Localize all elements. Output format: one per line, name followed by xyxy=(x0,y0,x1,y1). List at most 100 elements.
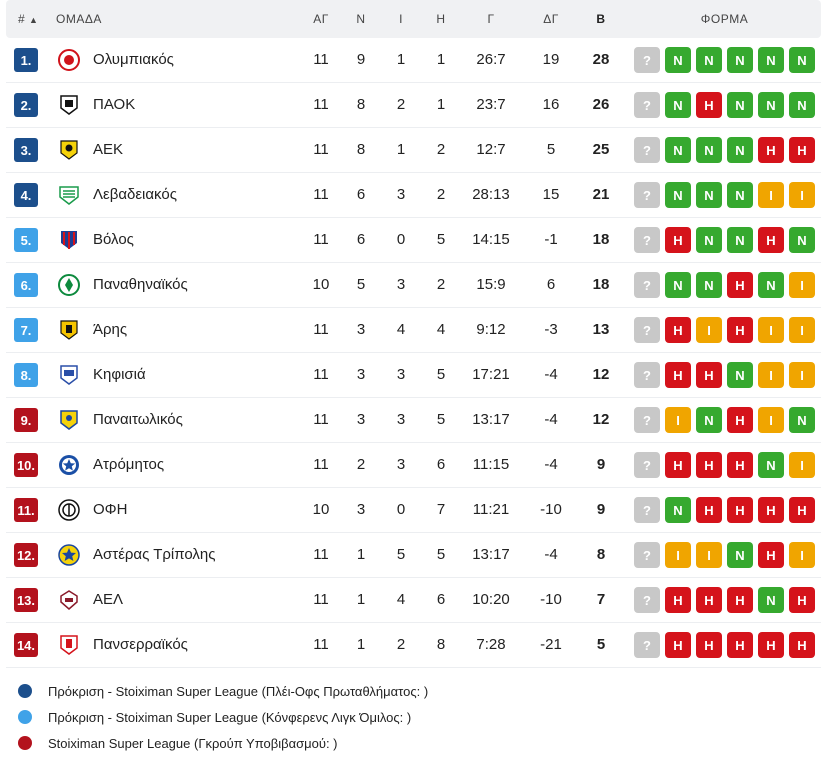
table-row[interactable]: 2. ΠΑΟΚ 11 8 2 1 23:7 16 26? Ν Η Ν Ν Ν xyxy=(6,83,821,128)
form-badge[interactable]: ? xyxy=(634,587,660,613)
team-name[interactable]: ΠΑΟΚ xyxy=(93,96,136,113)
team-name[interactable]: Κηφισιά xyxy=(93,366,146,383)
form-badge[interactable]: Ι xyxy=(696,317,722,343)
form-badge[interactable]: Η xyxy=(758,497,784,523)
table-row[interactable]: 11. ΟΦΗ 10 3 0 7 11:21 -10 9? Ν Η Η Η Η xyxy=(6,488,821,533)
form-badge[interactable]: Η xyxy=(727,317,753,343)
form-badge[interactable]: ? xyxy=(634,407,660,433)
form-badge[interactable]: Η xyxy=(789,587,815,613)
form-badge[interactable]: ? xyxy=(634,362,660,388)
form-badge[interactable]: Ν xyxy=(727,182,753,208)
form-badge[interactable]: Η xyxy=(696,362,722,388)
table-row[interactable]: 14. Πανσερραϊκός 11 1 2 8 7:28 -21 5? Η Η Η Η Η xyxy=(6,623,821,668)
form-badge[interactable]: Ν xyxy=(665,137,691,163)
form-badge[interactable]: Ν xyxy=(665,92,691,118)
form-badge[interactable]: Ν xyxy=(727,542,753,568)
header-points[interactable]: Β xyxy=(596,12,606,26)
form-badge[interactable]: Ι xyxy=(758,317,784,343)
form-badge[interactable]: Η xyxy=(727,452,753,478)
form-badge[interactable]: Ι xyxy=(665,407,691,433)
form-badge[interactable]: Ι xyxy=(789,452,815,478)
team-name[interactable]: ΑΕΚ xyxy=(93,141,124,158)
form-badge[interactable]: Ν xyxy=(665,47,691,73)
form-badge[interactable]: Ι xyxy=(789,542,815,568)
table-row[interactable]: 7. Άρης 11 3 4 4 9:12 -3 13? Η Ι Η Ι Ι xyxy=(6,308,821,353)
form-badge[interactable]: Η xyxy=(696,92,722,118)
form-badge[interactable]: Ν xyxy=(665,182,691,208)
form-badge[interactable]: Η xyxy=(789,497,815,523)
header-rank[interactable]: # ▲ xyxy=(18,12,39,26)
form-badge[interactable]: Η xyxy=(758,632,784,658)
table-row[interactable]: 8. Κηφισιά 11 3 3 5 17:21 -4 12? Η Η Ν Ι Ι xyxy=(6,353,821,398)
form-badge[interactable]: Η xyxy=(789,632,815,658)
form-badge[interactable]: Ν xyxy=(665,272,691,298)
form-badge[interactable]: Ν xyxy=(758,272,784,298)
table-row[interactable]: 3. ΑΕΚ 11 8 1 2 12:7 5 25? Ν Ν Ν Η Η xyxy=(6,128,821,173)
header-wins[interactable]: Ν xyxy=(356,12,366,26)
form-badge[interactable]: ? xyxy=(634,317,660,343)
form-badge[interactable]: Η xyxy=(727,272,753,298)
table-row[interactable]: 10. Ατρόμητος 11 2 3 6 11:15 -4 9? Η Η Η Ν Ι xyxy=(6,443,821,488)
header-goal-diff[interactable]: ΔΓ xyxy=(543,12,559,26)
form-badge[interactable]: Η xyxy=(665,317,691,343)
form-badge[interactable]: Ν xyxy=(696,182,722,208)
team-name[interactable]: Ολυμπιακός xyxy=(93,51,174,68)
form-badge[interactable]: ? xyxy=(634,632,660,658)
team-name[interactable]: ΟΦΗ xyxy=(93,501,128,518)
form-badge[interactable]: Ν xyxy=(758,47,784,73)
form-badge[interactable]: Η xyxy=(758,227,784,253)
form-badge[interactable]: Η xyxy=(665,452,691,478)
team-name[interactable]: Πανσερραϊκός xyxy=(93,636,188,653)
form-badge[interactable]: Ν xyxy=(696,137,722,163)
form-badge[interactable]: ? xyxy=(634,272,660,298)
form-badge[interactable]: Ν xyxy=(665,497,691,523)
form-badge[interactable]: Η xyxy=(727,497,753,523)
form-badge[interactable]: Ν xyxy=(789,47,815,73)
form-badge[interactable]: Ν xyxy=(727,47,753,73)
form-badge[interactable]: Ν xyxy=(758,92,784,118)
table-row[interactable]: 12. Αστέρας Τρίπολης 11 1 5 5 13:17 -4 8? Ι Ι Ν Η Ι xyxy=(6,533,821,578)
team-name[interactable]: ΑΕΛ xyxy=(93,591,124,608)
form-badge[interactable]: Η xyxy=(665,362,691,388)
form-badge[interactable]: Ν xyxy=(696,272,722,298)
header-draws[interactable]: Ι xyxy=(399,12,403,26)
table-row[interactable]: 5. Βόλος 11 6 0 5 14:15 -1 18? Η Ν Ν Η Ν xyxy=(6,218,821,263)
form-badge[interactable]: ? xyxy=(634,182,660,208)
form-badge[interactable]: Ι xyxy=(789,362,815,388)
form-badge[interactable]: ? xyxy=(634,542,660,568)
form-badge[interactable]: Η xyxy=(727,632,753,658)
form-badge[interactable]: Ν xyxy=(727,137,753,163)
table-row[interactable]: 13. ΑΕΛ 11 1 4 6 10:20 -10 7? Η Η Η Ν Η xyxy=(6,578,821,623)
header-team[interactable]: ΟΜΑΔΑ xyxy=(56,12,102,26)
form-badge[interactable]: Ι xyxy=(758,407,784,433)
team-name[interactable]: Αστέρας Τρίπολης xyxy=(93,546,216,563)
sort-arrow-icon[interactable]: ▲ xyxy=(29,15,39,25)
form-badge[interactable]: Ν xyxy=(696,47,722,73)
form-badge[interactable]: Ι xyxy=(665,542,691,568)
form-badge[interactable]: Η xyxy=(727,587,753,613)
team-name[interactable]: Λεβαδειακός xyxy=(93,186,177,203)
form-badge[interactable]: Η xyxy=(665,227,691,253)
form-badge[interactable]: Ι xyxy=(758,182,784,208)
form-badge[interactable]: Ν xyxy=(758,452,784,478)
form-badge[interactable]: Η xyxy=(696,497,722,523)
table-row[interactable]: 4. Λεβαδειακός 11 6 3 2 28:13 15 21? Ν Ν Ν Ι Ι xyxy=(6,173,821,218)
team-name[interactable]: Άρης xyxy=(93,321,128,338)
form-badge[interactable]: Ν xyxy=(789,227,815,253)
form-badge[interactable]: Ν xyxy=(789,92,815,118)
form-badge[interactable]: Ι xyxy=(789,182,815,208)
table-row[interactable]: 1. Ολυμπιακός 11 9 1 1 26:7 19 28? Ν Ν Ν Ν Ν xyxy=(6,38,821,83)
form-badge[interactable]: ? xyxy=(634,47,660,73)
form-badge[interactable]: Ν xyxy=(758,587,784,613)
form-badge[interactable]: ? xyxy=(634,227,660,253)
form-badge[interactable]: Ι xyxy=(758,362,784,388)
form-badge[interactable]: Ν xyxy=(727,227,753,253)
form-badge[interactable]: Η xyxy=(696,587,722,613)
form-badge[interactable]: Ι xyxy=(789,272,815,298)
team-name[interactable]: Παναθηναϊκός xyxy=(93,276,188,293)
form-badge[interactable]: Η xyxy=(665,587,691,613)
form-badge[interactable]: Ν xyxy=(727,92,753,118)
form-badge[interactable]: ? xyxy=(634,452,660,478)
form-badge[interactable]: Η xyxy=(789,137,815,163)
form-badge[interactable]: Η xyxy=(758,137,784,163)
